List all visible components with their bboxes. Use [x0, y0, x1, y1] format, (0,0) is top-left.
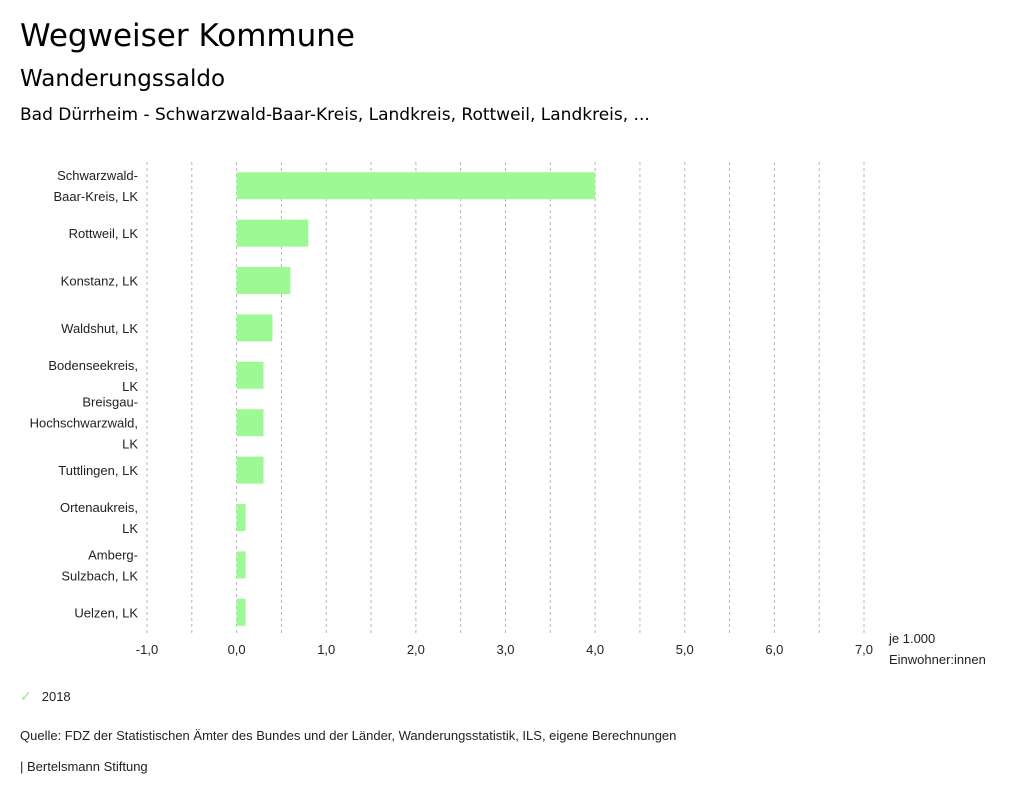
x-tick-label: 7,0 [855, 642, 873, 657]
x-tick-label: -1,0 [136, 642, 158, 657]
source-note: Quelle: FDZ der Statistischen Ämter des … [20, 728, 677, 743]
x-tick-label: 6,0 [765, 642, 783, 657]
x-tick-label: 3,0 [496, 642, 514, 657]
category-label: Bodenseekreis, LK [48, 358, 138, 394]
check-icon: ✓ [20, 688, 32, 704]
x-tick-label: 5,0 [676, 642, 694, 657]
bar-7 [236, 504, 246, 531]
page-title: Wegweiser Kommune [20, 18, 355, 54]
category-label: Uelzen, LK [74, 605, 138, 620]
category-label: Ortenaukreis, LK [60, 500, 138, 536]
chart-subtitle: Wanderungssaldo [20, 66, 226, 92]
category-label: Amberg-Sulzbach, LK [61, 547, 138, 583]
x-tick-label: 0,0 [228, 642, 246, 657]
bar-9 [236, 598, 246, 626]
x-tick-label: 4,0 [586, 642, 604, 657]
category-label: Breisgau-Hochschwarzwald, LK [30, 395, 139, 452]
bar-3 [236, 314, 273, 342]
bar-2 [236, 267, 291, 294]
region-selection: Bad Dürrheim - Schwarzwald-Baar-Kreis, L… [20, 105, 650, 125]
category-label: Schwarzwald-Baar-Kreis, LK [53, 168, 138, 204]
legend-item-2018[interactable]: ✓ 2018 [20, 688, 71, 705]
x-axis-unit-label: je 1.000 Einwohner:innen [888, 631, 986, 667]
bar-5 [236, 409, 264, 437]
category-label: Rottweil, LK [69, 226, 139, 241]
x-tick-label: 1,0 [317, 642, 335, 657]
bar-4 [236, 361, 264, 389]
bar-chart: Schwarzwald-Baar-Kreis, LK Rottweil, LK Ko… [30, 162, 986, 667]
bar-8 [236, 551, 246, 579]
x-tick-label: 2,0 [407, 642, 425, 657]
credit-note: | Bertelsmann Stiftung [20, 759, 148, 774]
legend-label: 2018 [41, 689, 71, 704]
category-label: Konstanz, LK [61, 274, 139, 289]
category-label: Waldshut, LK [61, 321, 138, 336]
bar-0 [236, 172, 596, 200]
category-label: Tuttlingen, LK [58, 463, 138, 478]
bar-6 [236, 456, 264, 484]
bar-1 [236, 219, 309, 247]
